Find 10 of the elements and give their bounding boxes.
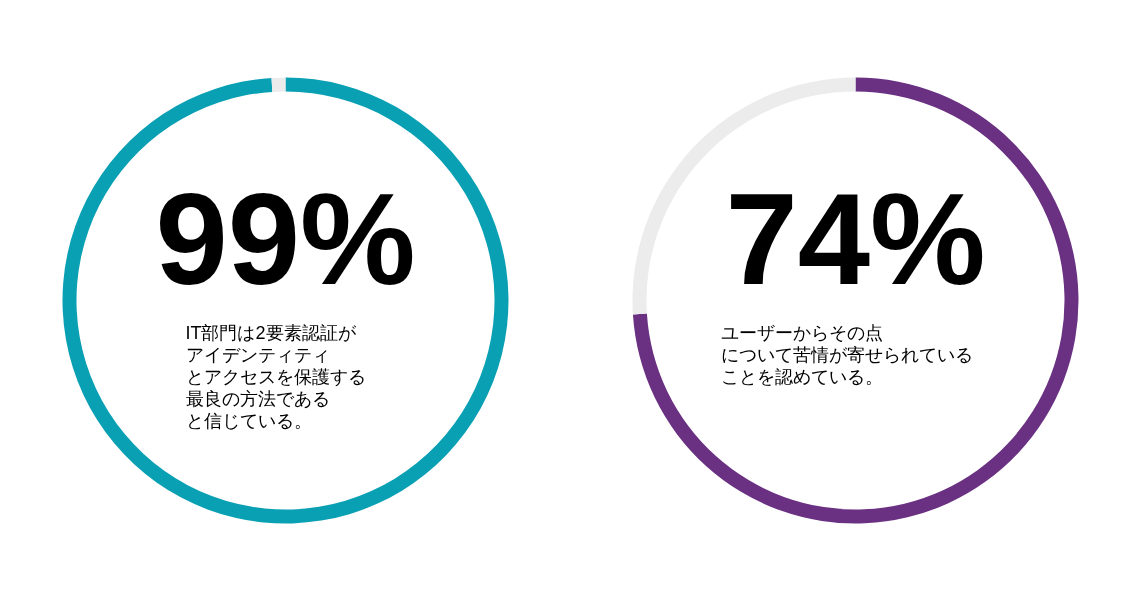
text: アイデンティティ — [185, 344, 330, 365]
text: 99% — [155, 165, 416, 312]
text: と信じている。 — [185, 410, 312, 431]
text: 最良の方法である — [185, 388, 330, 409]
text: IT部門は2要素認証が — [185, 322, 357, 343]
text: ユーザーからその点 — [720, 322, 883, 343]
text: とアクセスを保護する — [185, 366, 366, 387]
text: ことを認めている。 — [720, 366, 883, 387]
text: 74% — [725, 165, 986, 312]
text: について苦情が寄せられている — [720, 344, 973, 365]
